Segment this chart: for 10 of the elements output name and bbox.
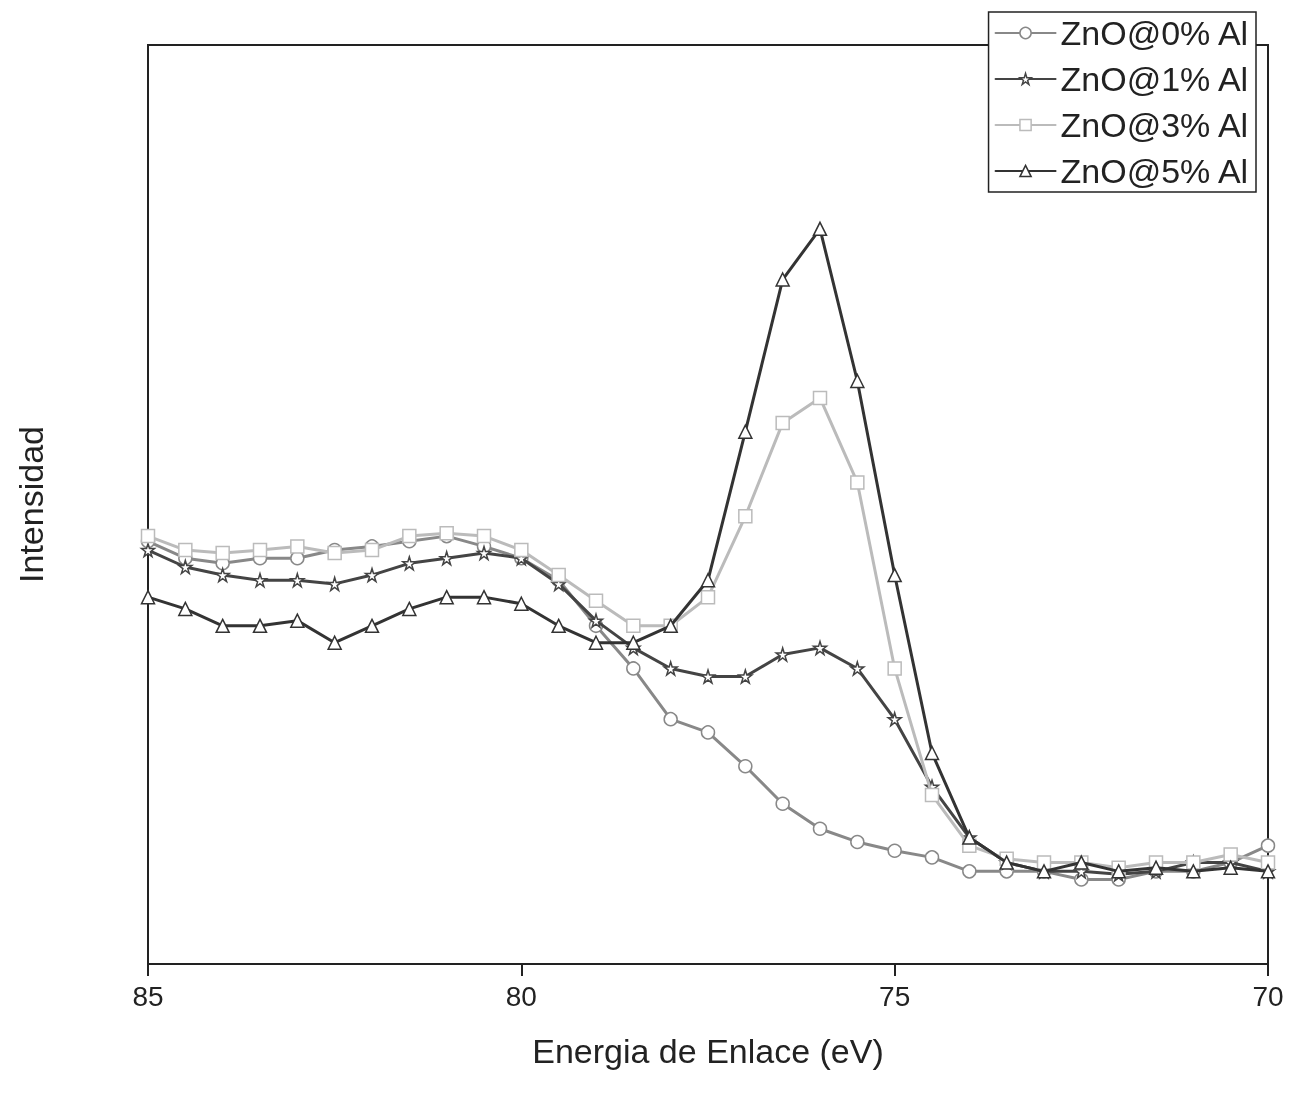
x-tick-label: 85 <box>132 980 164 1012</box>
x-tick-label: 75 <box>879 980 911 1012</box>
legend-label: ZnO@5% Al <box>1060 152 1249 190</box>
x-tick-label: 70 <box>1252 980 1284 1012</box>
x-tick-label: 80 <box>505 980 537 1012</box>
legend-label: ZnO@0% Al <box>1060 14 1249 52</box>
legend-label: ZnO@1% Al <box>1060 60 1249 98</box>
x-axis-title: Energia de Enlace (eV) <box>532 1032 884 1070</box>
y-axis-title: Intensidad <box>12 426 50 583</box>
legend-label: ZnO@3% Al <box>1060 106 1249 144</box>
